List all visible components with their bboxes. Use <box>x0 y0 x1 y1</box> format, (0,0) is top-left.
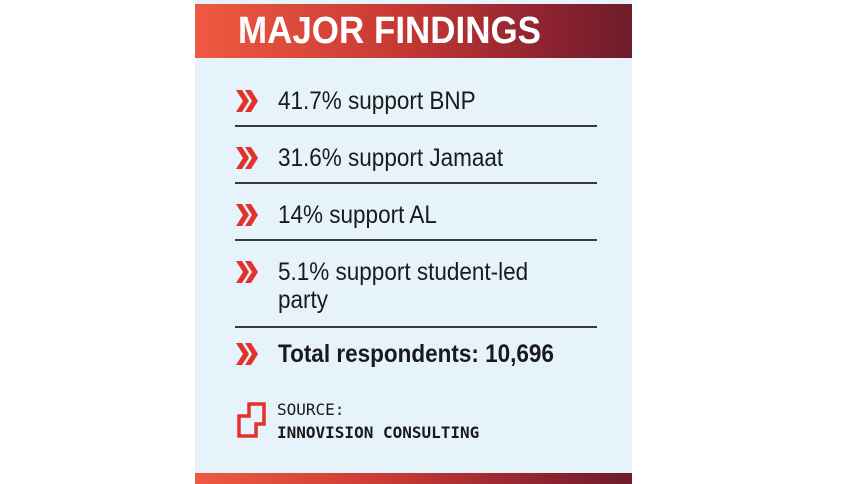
total-respondents: Total respondents: 10,696 <box>278 340 554 368</box>
divider <box>235 239 597 241</box>
finding-text: 41.7% support BNP <box>278 87 476 115</box>
finding-text: 14% support AL <box>278 201 437 229</box>
double-chevron-right-icon <box>236 90 258 112</box>
finding-item: 14% support AL <box>235 200 595 230</box>
source-icon <box>237 402 266 438</box>
source-label: SOURCE: <box>277 400 345 419</box>
double-chevron-right-icon <box>236 343 258 365</box>
finding-text: 31.6% support Jamaat <box>278 144 504 172</box>
finding-item: 41.7% support BNP <box>235 86 595 116</box>
total-item: Total respondents: 10,696 <box>235 339 595 369</box>
divider <box>235 182 597 184</box>
source-name: INNOVISION CONSULTING <box>277 423 480 442</box>
double-chevron-right-icon <box>236 147 258 169</box>
title-banner: MAJOR FINDINGS <box>195 4 632 58</box>
page-title: MAJOR FINDINGS <box>238 10 542 52</box>
divider <box>235 326 597 328</box>
divider <box>235 125 597 127</box>
findings-card: MAJOR FINDINGS 41.7% support BNP 31.6% s… <box>195 0 632 484</box>
finding-item: 31.6% support Jamaat <box>235 143 595 173</box>
double-chevron-right-icon <box>236 204 258 226</box>
finding-text: 5.1% support student-led <box>278 258 529 286</box>
finding-item: 5.1% support student-led party <box>235 257 595 317</box>
double-chevron-right-icon <box>236 261 258 283</box>
bottom-bar <box>195 473 632 484</box>
finding-text-continued: party <box>278 286 329 314</box>
